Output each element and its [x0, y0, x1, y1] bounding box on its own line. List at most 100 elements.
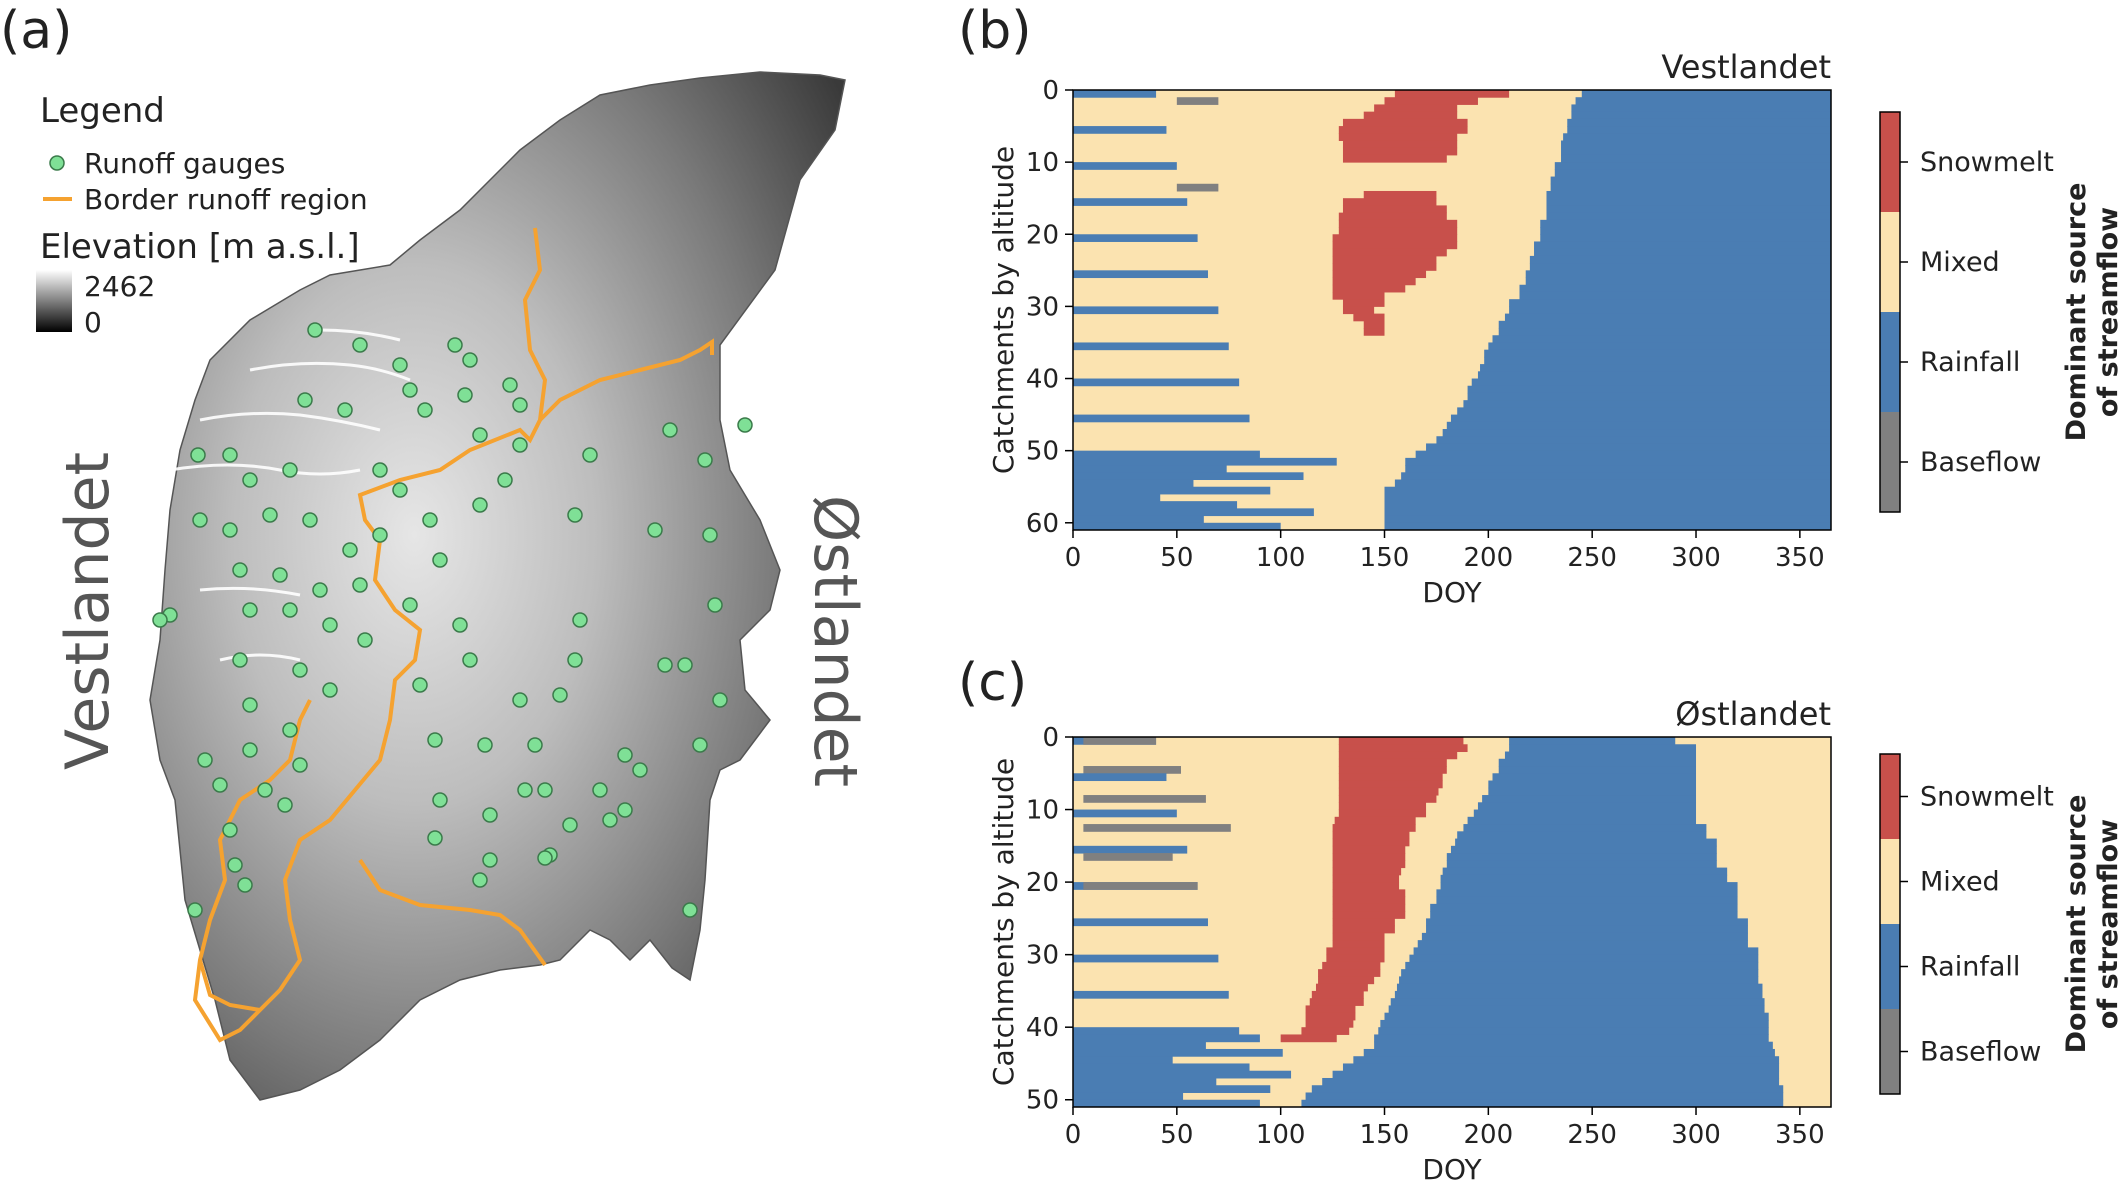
heatmap-frame [1072, 89, 1832, 531]
gauge-marker [277, 797, 293, 813]
heatmap-cell-snowmelt [1332, 867, 1402, 876]
gauge-marker [272, 567, 288, 583]
heatmap-cell-rainfall [1471, 378, 1831, 387]
gauge-marker [262, 507, 278, 523]
heatmap-cell-rainfall [1426, 918, 1748, 927]
gauge-marker [472, 427, 488, 443]
heatmap-cell-snowmelt [1305, 1019, 1354, 1028]
heatmap-cell-rainfall [1534, 241, 1831, 250]
heatmap-cell-snowmelt [1332, 874, 1400, 883]
y-tick-label: 50 [1026, 437, 1059, 467]
heatmap-cell-rainfall [1378, 1027, 1769, 1035]
heatmap-cell-rainfall [1384, 486, 1831, 495]
heatmap-cell-rainfall [1415, 450, 1831, 459]
heatmap-cell-snowmelt [1342, 118, 1468, 127]
heatmap-cell-snowmelt [1318, 976, 1375, 985]
gauge-marker [232, 562, 248, 578]
heatmap-cell-snowmelt [1305, 1005, 1356, 1014]
heatmap-cell-rainfall [1073, 1048, 1283, 1057]
legend-elevation-min: 0 [84, 306, 102, 339]
heatmap-cell-rainfall [1073, 1092, 1184, 1101]
heatmap-cell-rainfall [1575, 97, 1831, 105]
heatmap-cell-rainfall [1399, 976, 1759, 985]
gauge-marker [537, 782, 553, 798]
heatmap-cell-snowmelt [1322, 961, 1381, 970]
gauge-marker [617, 747, 633, 763]
heatmap-cell-rainfall [1525, 270, 1831, 279]
gauge-marker [392, 357, 408, 373]
gauge-marker [502, 377, 518, 393]
gauge-marker [257, 782, 273, 798]
heatmap-cell-rainfall [1353, 1056, 1780, 1064]
heatmap-cell-snowmelt [1326, 954, 1385, 963]
colorbar-title-line2: of streamflow [2093, 819, 2124, 1029]
heatmap-cell-rainfall [1488, 780, 1697, 789]
heatmap-cell-rainfall [1405, 457, 1831, 466]
heatmap-vestlandet: 0 50 100 150 200 250 300 350 0 10 20 30 40 50 60 DOY Cat… [987, 48, 2124, 609]
y-tick-label: 30 [1026, 292, 1059, 322]
heatmap-cell-rainfall [1561, 140, 1831, 149]
gauge-marker [227, 857, 243, 873]
heatmap-cell-rainfall [1073, 162, 1177, 170]
gauge-marker [242, 742, 258, 758]
heatmap-cell-baseflow [1083, 766, 1181, 774]
heatmap-cell-rainfall [1073, 1056, 1173, 1064]
heatmap-cell-baseflow [1083, 853, 1173, 861]
heatmap-cell-rainfall [1567, 118, 1831, 127]
heatmap-cell-rainfall [1442, 867, 1728, 876]
heatmap-cell-rainfall [1519, 284, 1831, 293]
gauge-marker [562, 817, 578, 833]
heatmap-cell-snowmelt [1338, 126, 1468, 134]
heatmap-cell-rainfall [1529, 255, 1831, 264]
x-tick-label: 100 [1256, 1120, 1306, 1150]
heatmap-cell-rainfall [1571, 111, 1831, 120]
heatmap-cell-rainfall [1073, 198, 1188, 206]
heatmap-cell-rainfall [1073, 1034, 1260, 1043]
gauge-marker [592, 782, 608, 798]
heatmap-cell-snowmelt [1318, 969, 1381, 977]
heatmap-cell-rainfall [1455, 838, 1717, 847]
gauge-marker [322, 617, 338, 633]
heatmap-cell-rainfall [1492, 335, 1831, 343]
gauge-marker [282, 602, 298, 618]
heatmap-cell-rainfall [1463, 400, 1831, 408]
heatmap-cell-rainfall [1073, 809, 1177, 818]
panel-a-map: (a) [0, 1, 870, 1101]
heatmap-cell-rainfall [1322, 1077, 1780, 1086]
heatmap-cell-snowmelt [1394, 90, 1510, 98]
colorbar-label: Rainfall [1920, 952, 2020, 983]
heatmap-cell-snowmelt [1332, 291, 1385, 300]
gauge-marker [427, 830, 443, 846]
legend-border-label: Border runoff region [84, 183, 368, 216]
colorbar-label: Snowmelt [1920, 147, 2054, 178]
gauge-marker [737, 417, 753, 433]
heatmap-cell-rainfall [1073, 90, 1157, 98]
heatmap-cell-rainfall [1073, 1099, 1260, 1108]
x-axis-label: DOY [1422, 576, 1482, 609]
x-tick-label: 50 [1160, 1120, 1193, 1150]
heatmap-cell-rainfall [1363, 1048, 1775, 1057]
heatmap-cell-rainfall [1525, 277, 1831, 286]
heatmap-cell-snowmelt [1315, 983, 1368, 992]
heatmap-cell-snowmelt [1332, 853, 1406, 861]
gauge-marker [307, 322, 323, 338]
gauge-marker [517, 782, 533, 798]
heatmap-cell-rainfall [1457, 407, 1831, 416]
heatmap-cell-rainfall [1073, 414, 1250, 423]
heatmap-cell-rainfall [1498, 758, 1697, 767]
heatmap-cell-snowmelt [1342, 205, 1447, 214]
heatmap-cell-snowmelt [1363, 320, 1385, 329]
heatmap-cell-rainfall [1073, 479, 1194, 488]
x-tick-label: 300 [1671, 1120, 1721, 1150]
heatmap-cell-rainfall [1374, 1034, 1769, 1043]
colorbar-segment [1880, 754, 1900, 839]
heatmap-cell-snowmelt [1311, 990, 1364, 999]
gauge-marker [297, 392, 313, 408]
heatmap-cell-rainfall [1073, 378, 1240, 387]
x-tick-label: 0 [1065, 1120, 1082, 1150]
heatmap-cell-snowmelt [1342, 198, 1437, 206]
gauge-marker [237, 877, 253, 893]
heatmap-cell-rainfall [1442, 429, 1831, 437]
heatmap-ostlandet: 0 50 100 150 200 250 300 35001020304050DOYCatch… [987, 695, 2124, 1186]
heatmap-cell-snowmelt [1332, 824, 1416, 832]
